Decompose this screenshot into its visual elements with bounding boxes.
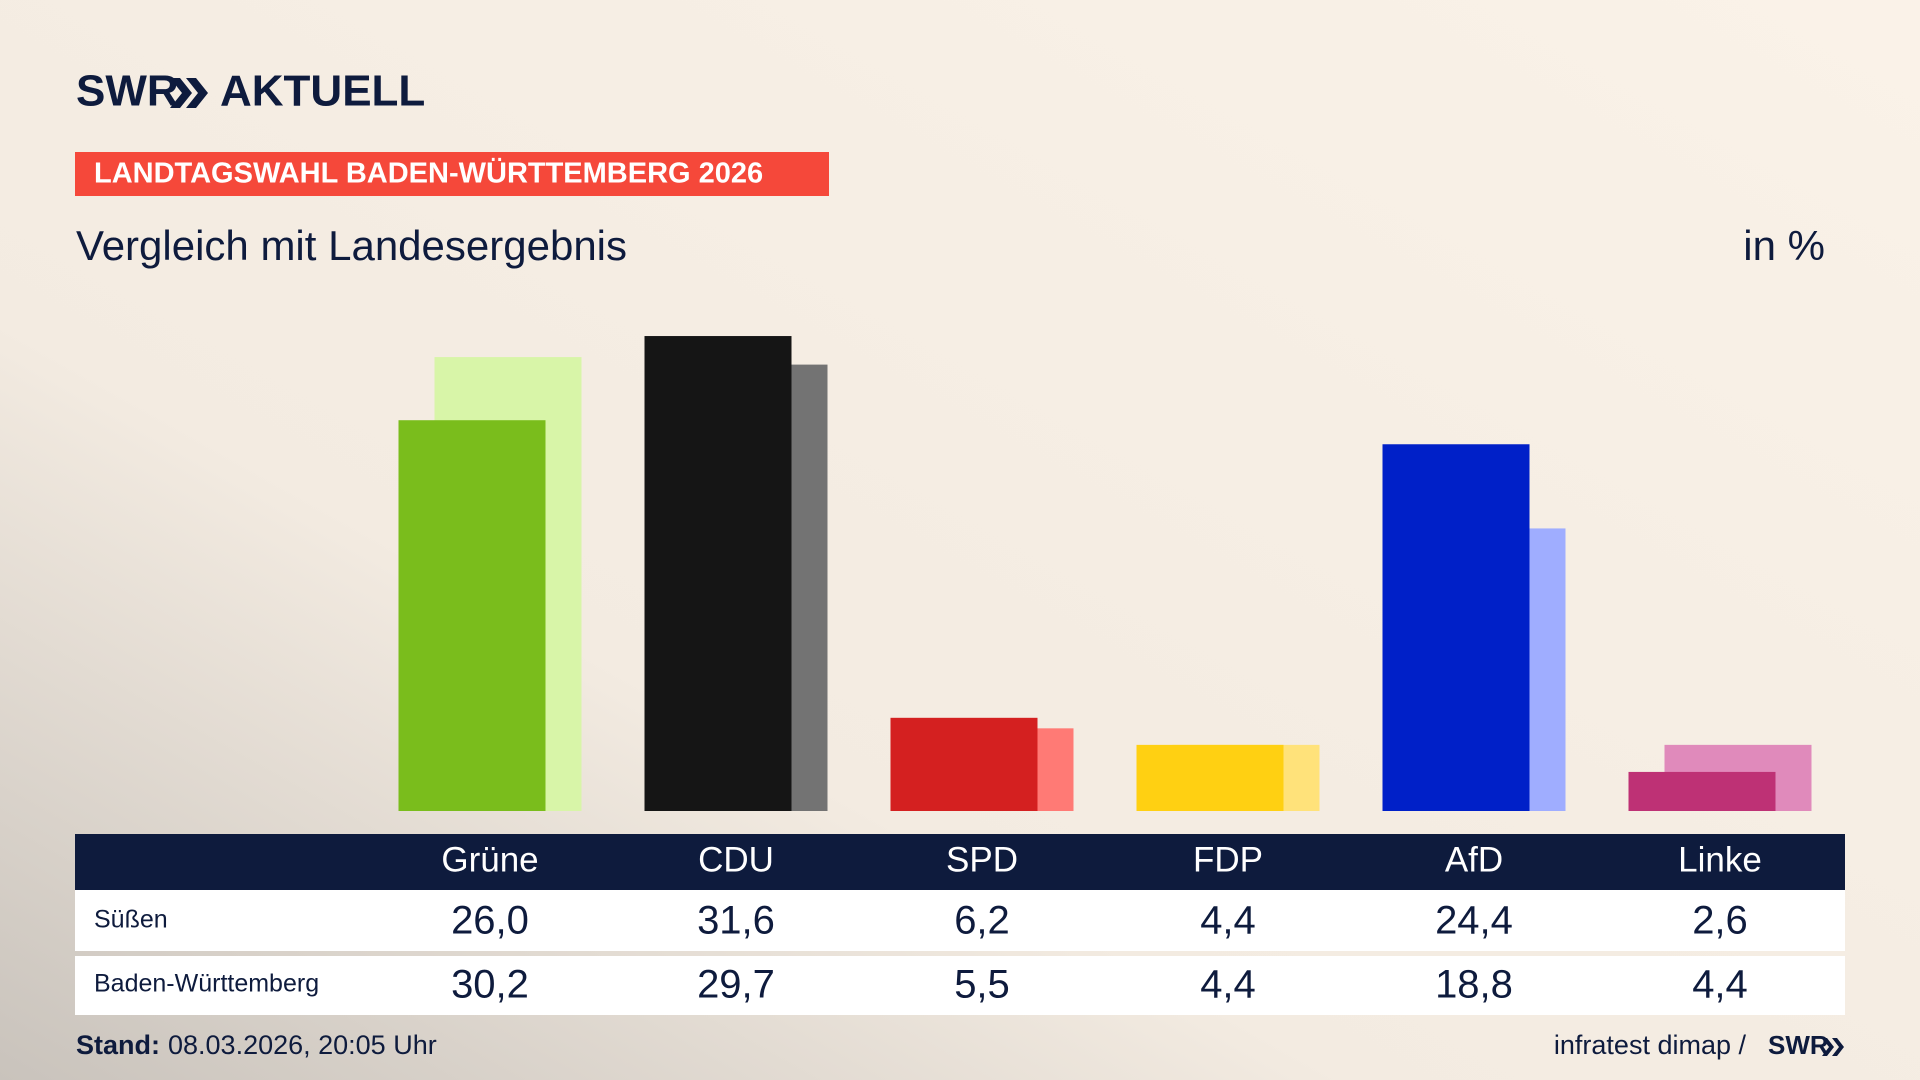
value-label: 5,5 bbox=[954, 963, 1010, 1007]
footer-logo: SWR bbox=[1768, 1030, 1829, 1060]
bar bbox=[398, 420, 546, 811]
value-label: 4,4 bbox=[1200, 963, 1256, 1007]
row-label: Baden-Württemberg bbox=[94, 970, 319, 998]
value-label: 18,8 bbox=[1435, 963, 1513, 1007]
table-row bbox=[75, 890, 1845, 951]
table-header bbox=[75, 834, 1845, 890]
value-label: 4,4 bbox=[1692, 963, 1748, 1007]
footer-chevrons bbox=[1822, 1038, 1844, 1056]
source: infratest dimap / bbox=[1554, 1030, 1747, 1060]
bar bbox=[1628, 771, 1776, 811]
bar bbox=[644, 336, 792, 811]
value-label: 6,2 bbox=[954, 899, 1010, 943]
category-label: SPD bbox=[946, 840, 1018, 879]
stand: 08.03.2026, 20:05 Uhr bbox=[168, 1030, 437, 1060]
category-label: Grüne bbox=[441, 840, 538, 879]
product-name: AKTUELL bbox=[220, 67, 425, 116]
value-label: 31,6 bbox=[697, 899, 775, 943]
logo: SWR bbox=[76, 67, 179, 116]
bar bbox=[1382, 444, 1530, 811]
value-label: 24,4 bbox=[1435, 899, 1513, 943]
stand-label: Stand: bbox=[76, 1030, 160, 1060]
value-label: 29,7 bbox=[697, 963, 775, 1007]
logo-chevrons bbox=[170, 78, 208, 108]
bar bbox=[1136, 744, 1284, 811]
bar bbox=[890, 717, 1038, 811]
kicker-box bbox=[75, 152, 829, 196]
category-label: AfD bbox=[1445, 840, 1503, 879]
table-row bbox=[75, 956, 1845, 1015]
kicker: LANDTAGSWAHL BADEN-WÜRTTEMBERG 2026 bbox=[94, 157, 763, 190]
value-label: 4,4 bbox=[1200, 899, 1256, 943]
chart-title: Vergleich mit Landesergebnis bbox=[76, 222, 627, 269]
value-label: 26,0 bbox=[451, 899, 529, 943]
row-label: Süßen bbox=[94, 906, 168, 934]
category-label: FDP bbox=[1193, 840, 1263, 879]
value-label: 30,2 bbox=[451, 963, 529, 1007]
category-label: CDU bbox=[698, 840, 774, 879]
value-label: 2,6 bbox=[1692, 899, 1748, 943]
unit-label: in % bbox=[1743, 222, 1825, 269]
category-label: Linke bbox=[1678, 840, 1762, 879]
